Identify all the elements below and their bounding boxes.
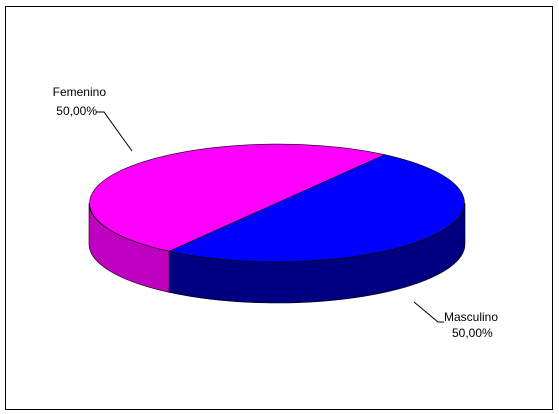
pie-slice-femenino (89, 143, 386, 252)
data-label-femenino-name: Femenino (53, 85, 107, 99)
data-label-masculino-name: Masculino (444, 310, 498, 324)
leader-line-femenino (96, 111, 133, 152)
data-label-masculino-value: 50,00% (452, 326, 493, 340)
pie-slice-masculino (168, 154, 465, 263)
data-label-femenino-value: 50,00% (56, 104, 97, 118)
leader-line-masculino (413, 301, 444, 323)
